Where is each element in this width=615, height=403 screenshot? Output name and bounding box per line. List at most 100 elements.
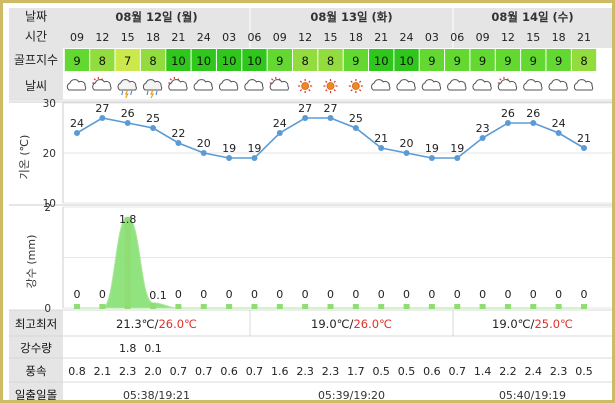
golf-index-cell <box>369 49 394 71</box>
golf-index-cell <box>166 49 191 71</box>
golf-index-cell <box>419 49 445 71</box>
temperature-point <box>504 120 511 126</box>
precipitation-data-label: 0 <box>378 288 385 301</box>
wind-value: 2.3 <box>322 365 340 378</box>
precipitation-point <box>479 304 486 309</box>
precipitation-data-label: 0 <box>99 288 106 301</box>
cloud-shape <box>421 79 442 91</box>
temperature-point <box>226 155 233 161</box>
golf-index-cell <box>242 49 267 71</box>
golf-index-value: 9 <box>504 54 511 68</box>
rain-axis-label: 강수 (mm) <box>25 235 38 289</box>
time-row-background <box>9 25 612 48</box>
cloudy-icon <box>244 79 264 91</box>
temperature-point <box>175 140 182 146</box>
golf-index-value: 7 <box>124 54 131 68</box>
hour-label: 12 <box>501 31 515 44</box>
cloud-shape <box>371 79 391 91</box>
precipitation-point <box>352 304 359 309</box>
cloud-shape <box>117 79 137 91</box>
precipitation-data-label: 0 <box>200 288 207 301</box>
sun-ray <box>350 89 353 92</box>
wind-value: 0.7 <box>246 365 264 378</box>
sun-ray <box>299 80 303 83</box>
cloud-shape <box>548 79 568 91</box>
precipitation-data-label: 0 <box>74 288 81 301</box>
golf-index-value: 8 <box>327 54 334 68</box>
precipitation-data-label: 0 <box>428 288 435 301</box>
sun-ray <box>299 89 303 92</box>
date-row-background <box>9 8 612 25</box>
cloud-shape <box>193 79 213 91</box>
golf-index-cell <box>90 49 115 71</box>
wind-value: 2.3 <box>119 365 137 378</box>
wind-value: 2.3 <box>296 365 314 378</box>
cloudy-icon <box>472 79 492 91</box>
wind-value: 0.8 <box>68 365 86 378</box>
precipitation-data-label: 0 <box>226 288 233 301</box>
temperature-point <box>428 155 435 161</box>
precipitation-data-label: 0 <box>454 288 461 301</box>
cloud-shape <box>472 79 492 91</box>
temperature-point <box>454 155 461 161</box>
time-label: 시간 <box>25 30 47 44</box>
sun-icon <box>323 79 338 93</box>
precipitation-point <box>124 304 131 309</box>
precip-value: 0.1 <box>144 342 162 355</box>
hour-label: 12 <box>298 31 312 44</box>
rain-lightning-icon <box>117 79 137 99</box>
temperature-data-label: 21 <box>577 132 591 145</box>
precipitation-point <box>428 304 435 309</box>
hour-label: 18 <box>552 31 566 44</box>
wind-value: 0.7 <box>195 365 213 378</box>
golf-index-value: 10 <box>399 54 414 68</box>
temperature-point <box>555 130 562 136</box>
cloudy-icon <box>66 79 87 91</box>
temperature-point <box>276 130 283 136</box>
max-temp: 26.0℃ <box>353 317 392 331</box>
sun-ray <box>350 80 353 83</box>
temperature-data-label: 19 <box>222 142 236 155</box>
golf-index-value: 8 <box>301 54 308 68</box>
sun-ray <box>169 78 172 81</box>
cloudy-icon <box>548 79 568 91</box>
precipitation-point <box>581 304 587 309</box>
precipitation-point <box>175 304 182 309</box>
temperature-data-label: 20 <box>197 137 211 150</box>
hour-label: 09 <box>70 31 84 44</box>
day-label: 08월 13일 (화) <box>310 10 392 24</box>
temperature-point <box>378 145 385 151</box>
precipitation-data-label: 0 <box>530 288 537 301</box>
temperature-point <box>327 115 334 121</box>
wind-value: 1.7 <box>347 365 365 378</box>
cloud-shape <box>244 79 264 91</box>
cloud-shape <box>497 79 518 91</box>
temperature-data-label: 19 <box>450 142 464 155</box>
golf-index-cell <box>64 49 90 71</box>
precipitation-data-label: 1.8 <box>119 213 137 226</box>
cloud-shape <box>142 79 163 91</box>
temperature-data-label: 27 <box>298 102 312 115</box>
precipitation-point <box>530 304 537 309</box>
cloudy-icon <box>218 79 239 91</box>
wind-value: 0.5 <box>398 365 416 378</box>
precipitation-data-label: 0 <box>479 288 486 301</box>
temperature-data-label: 25 <box>349 112 363 125</box>
precipitation-point <box>150 304 157 309</box>
temperature-data-label: 20 <box>400 137 414 150</box>
min-temp: 21.3℃/ <box>116 317 159 331</box>
hour-label: 15 <box>324 31 338 44</box>
wind-value: 0.6 <box>423 365 441 378</box>
precipitation-point <box>74 304 80 309</box>
wind-value: 2.4 <box>525 365 543 378</box>
hour-label: 21 <box>374 31 388 44</box>
precip-label: 강수량 <box>20 341 52 355</box>
sun-ray <box>499 78 502 81</box>
sun-shape <box>301 82 310 90</box>
cloudy-icon <box>523 79 543 91</box>
temperature-data-label: 26 <box>526 107 540 120</box>
sun-icon <box>298 79 313 93</box>
cloudy-icon <box>421 79 442 91</box>
precipitation-data-label: 0 <box>403 288 410 301</box>
